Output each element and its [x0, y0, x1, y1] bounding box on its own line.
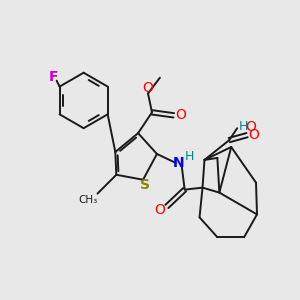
Text: N: N [173, 156, 184, 170]
Text: H: H [185, 150, 194, 164]
Text: O: O [154, 203, 165, 218]
Text: O: O [249, 128, 260, 142]
Text: O: O [246, 120, 256, 134]
Text: S: S [140, 178, 150, 192]
Text: CH₃: CH₃ [78, 194, 97, 205]
Text: H: H [238, 120, 248, 133]
Text: O: O [175, 108, 186, 122]
Text: O: O [142, 81, 154, 94]
Text: F: F [49, 70, 58, 84]
